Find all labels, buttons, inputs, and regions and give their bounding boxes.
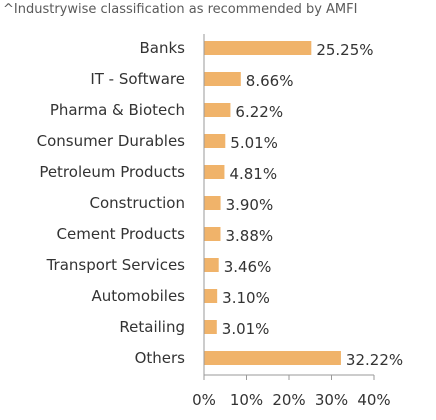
value-label: 25.25% <box>316 41 373 59</box>
x-tick-label: 20% <box>272 391 305 409</box>
category-label: Construction <box>89 194 185 212</box>
value-label: 5.01% <box>230 134 278 152</box>
value-label: 4.81% <box>229 165 277 183</box>
value-label: 32.22% <box>346 351 403 369</box>
bar-6 <box>204 227 221 241</box>
value-label: 6.22% <box>235 103 283 121</box>
value-label: 3.01% <box>222 320 270 338</box>
value-label: 3.10% <box>222 289 270 307</box>
category-label: Petroleum Products <box>39 163 185 181</box>
x-tick-label: 40% <box>357 391 390 409</box>
category-label: Consumer Durables <box>37 132 186 150</box>
category-label: Pharma & Biotech <box>50 101 185 119</box>
value-label: 3.88% <box>225 227 273 245</box>
bar-4 <box>204 165 225 179</box>
x-tick-label: 0% <box>192 391 216 409</box>
value-label: 8.66% <box>246 72 294 90</box>
bar-10 <box>204 351 341 365</box>
category-label: Retailing <box>119 318 185 336</box>
bar-7 <box>204 258 219 272</box>
category-label: Cement Products <box>57 225 186 243</box>
bar-1 <box>204 72 241 86</box>
bar-3 <box>204 134 226 148</box>
value-label: 3.90% <box>226 196 274 214</box>
category-label: Banks <box>140 39 186 57</box>
category-label: IT - Software <box>90 70 185 88</box>
x-tick-label: 30% <box>315 391 348 409</box>
x-tick-label: 10% <box>230 391 263 409</box>
bar-9 <box>204 320 217 334</box>
bar-5 <box>204 196 221 210</box>
bar-8 <box>204 289 218 303</box>
bar-2 <box>204 103 231 117</box>
category-label: Automobiles <box>91 287 185 305</box>
value-label: 3.46% <box>224 258 272 276</box>
category-label: Others <box>135 349 186 367</box>
bar-0 <box>204 41 312 55</box>
footnote: ^Industrywise classification as recommen… <box>3 2 358 17</box>
category-label: Transport Services <box>46 256 186 274</box>
